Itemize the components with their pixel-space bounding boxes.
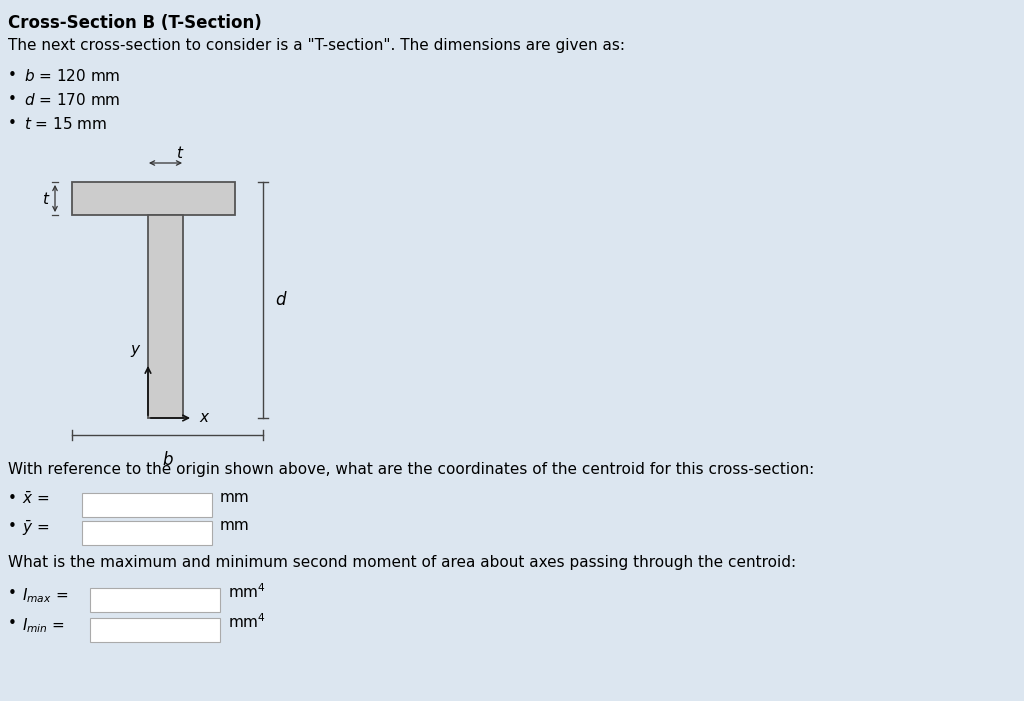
Text: mm: mm [220,489,250,505]
Text: •: • [8,491,16,506]
Text: $\it{x}$: $\it{x}$ [199,411,211,426]
Text: $\it{y}$: $\it{y}$ [130,343,142,359]
Bar [148,215,183,418]
Text: $\it{t}$ = 15 mm: $\it{t}$ = 15 mm [24,116,108,132]
Text: Cross-Section B (T-Section): Cross-Section B (T-Section) [8,14,262,32]
Text: What is the maximum and minimum second moment of area about axes passing through: What is the maximum and minimum second m… [8,555,796,570]
Text: mm$^4$: mm$^4$ [228,613,266,632]
Text: $\bar{y}$ =: $\bar{y}$ = [22,519,49,538]
Bar [90,588,220,612]
Text: •: • [8,519,16,534]
Text: $\it{t}$: $\it{t}$ [175,145,184,161]
Text: $\it{d}$: $\it{d}$ [275,291,288,309]
Text: $\it{t}$: $\it{t}$ [42,191,50,207]
Text: •: • [8,92,16,107]
Text: mm$^4$: mm$^4$ [228,583,266,601]
Bar [82,493,212,517]
Text: mm: mm [220,517,250,533]
Text: •: • [8,616,16,631]
Text: $I_{max}$ =: $I_{max}$ = [22,586,69,605]
Bar [82,521,212,545]
Bar [72,182,234,215]
Bar [90,618,220,642]
Text: $I_{min}$ =: $I_{min}$ = [22,616,66,634]
Text: $\it{b}$ = 120 mm: $\it{b}$ = 120 mm [24,68,121,84]
Text: $\bar{x}$ =: $\bar{x}$ = [22,491,49,507]
Text: $\it{b}$: $\it{b}$ [162,451,173,469]
Text: •: • [8,586,16,601]
Text: •: • [8,116,16,131]
Text: •: • [8,68,16,83]
Text: The next cross-section to consider is a "T-section". The dimensions are given as: The next cross-section to consider is a … [8,38,625,53]
Text: $\it{d}$ = 170 mm: $\it{d}$ = 170 mm [24,92,121,108]
Text: With reference to the origin shown above, what are the coordinates of the centro: With reference to the origin shown above… [8,462,814,477]
